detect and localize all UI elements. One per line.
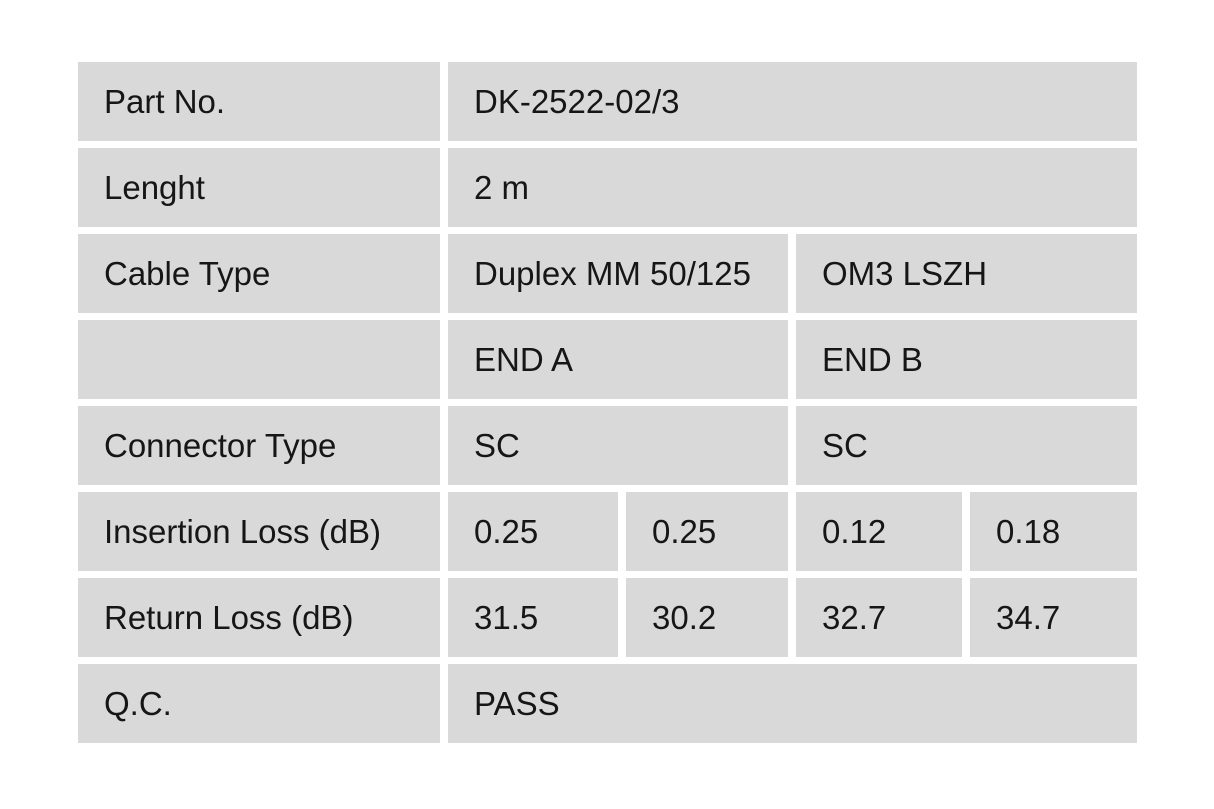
- value-insertion-loss-a1: 0.25: [448, 492, 618, 571]
- row-label-empty: [78, 320, 440, 399]
- value-insertion-loss-b1: 0.12: [796, 492, 962, 571]
- row-label-insertion-loss: Insertion Loss (dB): [78, 492, 440, 571]
- row-label-part-no: Part No.: [78, 62, 440, 141]
- row-label-length: Lenght: [78, 148, 440, 227]
- value-return-loss-b1: 32.7: [796, 578, 962, 657]
- header-end-b: END B: [796, 320, 1137, 399]
- row-label-qc: Q.C.: [78, 664, 440, 743]
- row-label-cable-type: Cable Type: [78, 234, 440, 313]
- value-insertion-loss-a2: 0.25: [626, 492, 788, 571]
- value-return-loss-b2: 34.7: [970, 578, 1137, 657]
- row-label-connector-type: Connector Type: [78, 406, 440, 485]
- value-return-loss-a1: 31.5: [448, 578, 618, 657]
- value-cable-type-class: OM3 LSZH: [796, 234, 1137, 313]
- value-return-loss-a2: 30.2: [626, 578, 788, 657]
- value-connector-end-b: SC: [796, 406, 1137, 485]
- value-cable-type-spec: Duplex MM 50/125: [448, 234, 788, 313]
- value-insertion-loss-b2: 0.18: [970, 492, 1137, 571]
- value-part-no: DK-2522-02/3: [448, 62, 1137, 141]
- row-label-return-loss: Return Loss (dB): [78, 578, 440, 657]
- value-qc-result: PASS: [448, 664, 1137, 743]
- header-end-a: END A: [448, 320, 788, 399]
- spec-table: Part No. DK-2522-02/3 Lenght 2 m Cable T…: [78, 62, 1137, 743]
- value-connector-end-a: SC: [448, 406, 788, 485]
- value-length: 2 m: [448, 148, 1137, 227]
